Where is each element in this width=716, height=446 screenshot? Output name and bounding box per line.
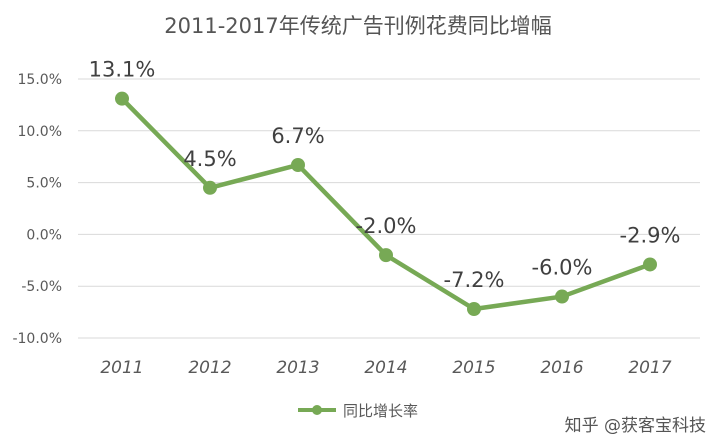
data-label: 13.1% [89, 58, 156, 82]
data-label: -2.0% [356, 214, 417, 238]
data-labels: 13.1% 4.5% 6.7% -2.0% -7.2% -6.0% -2.9% [89, 58, 681, 292]
data-label: 4.5% [183, 147, 236, 171]
gridlines [78, 78, 700, 339]
x-tick-label: 2012 [188, 358, 231, 378]
data-label: 6.7% [271, 124, 324, 148]
data-points [115, 91, 657, 316]
x-tick-label: 2013 [276, 358, 319, 378]
data-point [467, 301, 481, 316]
watermark: 知乎 @获客宝科技 [564, 416, 706, 436]
data-label: -7.2% [444, 268, 505, 292]
legend[interactable]: 同比增长率 [298, 402, 418, 420]
data-label: -2.9% [620, 223, 681, 247]
y-axis-tick-labels: 15.0% 10.0% 5.0% 0.0% -5.0% -10.0% [12, 72, 62, 347]
data-point [115, 91, 129, 106]
x-tick-label: 2016 [540, 358, 583, 378]
y-tick-label: -10.0% [12, 331, 62, 347]
chart-title: 2011-2017年传统广告刊例花费同比增幅 [164, 14, 551, 38]
y-tick-label: -5.0% [21, 279, 62, 295]
x-tick-label: 2014 [364, 358, 407, 378]
x-tick-label: 2015 [452, 358, 495, 378]
legend-marker [312, 405, 322, 415]
y-tick-label: 0.0% [26, 227, 62, 243]
y-tick-label: 10.0% [18, 124, 62, 140]
legend-label: 同比增长率 [343, 402, 418, 420]
data-point [291, 157, 305, 172]
x-tick-label: 2011 [100, 358, 143, 378]
data-point [643, 257, 657, 272]
y-tick-label: 15.0% [18, 72, 62, 88]
x-axis-tick-labels: 2011 2012 2013 2014 2015 2016 2017 [100, 358, 671, 378]
data-label: -6.0% [532, 256, 593, 280]
data-point [555, 289, 569, 304]
y-tick-label: 5.0% [26, 176, 62, 192]
x-tick-label: 2017 [628, 358, 671, 378]
data-point [203, 180, 217, 195]
data-point [379, 248, 393, 263]
